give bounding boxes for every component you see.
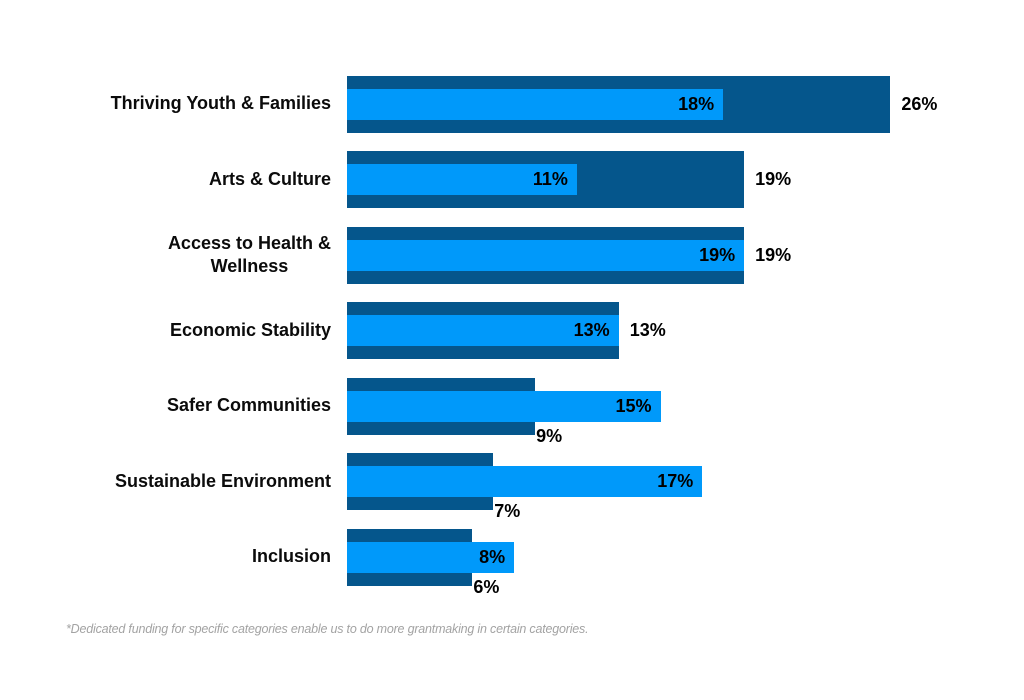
category-label: Inclusion [252,529,331,586]
dark-bar-value-label: 6% [473,576,500,597]
category-label: Access to Health & Wellness [168,227,331,284]
light-blue-bar: 18% [347,88,724,120]
light-bar-value-label: 8% [479,546,506,567]
chart-footnote: *Dedicated funding for specific categori… [66,622,589,636]
light-blue-bar: 19% [347,239,745,271]
category-label-text: Thriving Youth & Families [110,93,331,114]
category-label: Economic Stability [170,302,331,359]
dark-bar-value-label: 26% [901,93,938,114]
category-label-text: Arts & Culture [208,168,331,189]
category-label: Arts & Culture [209,151,331,208]
light-blue-bar: 13% [347,315,619,346]
dark-bar-value-label: 19% [755,169,792,189]
category-label: Safer Communities [167,378,331,435]
category-label: Sustainable Environment [115,453,331,510]
bar-group: 15% 9% [347,377,661,446]
light-bar-value-label: 18% [678,93,715,114]
light-bar-value-label: 15% [615,395,652,416]
category-label-text: Inclusion [251,546,331,567]
dark-bar-value-label: 9% [536,425,563,446]
category-label-text: Economic Stability [169,319,331,340]
light-bar-value-label: 17% [657,471,694,491]
light-bar-value-label: 11% [532,169,568,189]
light-blue-bar: 8% [347,541,515,573]
dark-bar-value-label: 7% [494,501,521,521]
category-label-text: Sustainable Environment [114,470,331,491]
bar-group: 17% 7% [347,453,703,521]
light-bar-value-label: 13% [573,320,610,340]
light-bar-value-label: 19% [699,244,736,265]
bar-group: 19% 19% [347,226,791,284]
dark-bar-value-label: 19% [755,244,792,265]
bar-group: 11% 19% [347,151,791,208]
category-label-text: Safer Communities [166,395,331,416]
category-label-text: Access to Health & Wellness [167,232,331,276]
bar-group: 8% 6% [347,528,515,597]
dark-bar-value-label: 13% [629,320,666,340]
light-blue-bar: 15% [347,390,661,422]
bar-group: 13% 13% [347,302,666,359]
category-label: Thriving Youth & Families [111,76,331,133]
light-blue-bar: 17% [347,466,703,497]
light-blue-bar: 11% [347,164,577,195]
bar-group: 18% 26% [347,75,937,133]
